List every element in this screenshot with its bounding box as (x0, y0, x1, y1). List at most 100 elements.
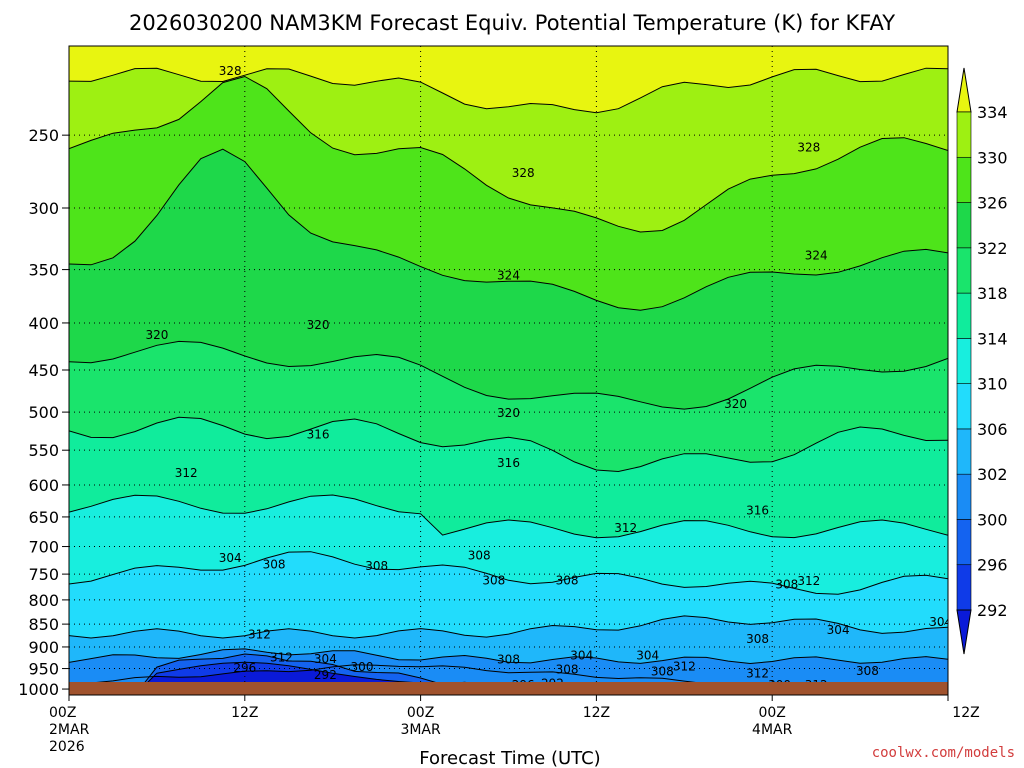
contour-label: 312 (614, 521, 637, 535)
contour-label: 328 (219, 64, 242, 78)
contour-label: 316 (746, 504, 769, 518)
colorbar-segment (956, 156, 972, 203)
contour-label: 308 (482, 573, 505, 587)
y-tick-label: 300 (28, 199, 59, 218)
colorbar-label: 300 (977, 510, 1008, 529)
contour-label: 304 (929, 615, 952, 629)
credit-text: coolwx.com/models (872, 745, 1015, 761)
colorbar-segment (956, 338, 972, 384)
contour-line (69, 416, 948, 473)
colorbar-label: 334 (977, 103, 1008, 122)
colorbar-label: 330 (977, 148, 1008, 167)
contour-line (69, 648, 948, 665)
colorbar-segment (956, 473, 972, 520)
colorbar-label: 322 (977, 239, 1008, 258)
colorbar-segment (956, 564, 972, 611)
y-tick-label: 600 (28, 476, 59, 495)
x-tick-label: 00Z (49, 705, 76, 721)
y-tick-label: 750 (28, 565, 59, 584)
y-tick-label: 400 (28, 314, 59, 333)
y-tick-label: 950 (28, 660, 59, 679)
x-tick-label: 2MAR (49, 722, 90, 738)
colorbar-segment (956, 428, 972, 475)
contour-line (69, 340, 948, 410)
contour-label: 312 (673, 659, 696, 673)
contour-line (69, 75, 948, 233)
contour-label: 308 (468, 549, 491, 563)
contour-label: 308 (556, 662, 579, 676)
colorbar-top-arrow (956, 67, 972, 113)
contour-label: 312 (746, 667, 769, 681)
x-tick-label: 3MAR (400, 722, 441, 738)
contour-label: 308 (651, 664, 674, 678)
contour-label: 312 (175, 466, 198, 480)
y-tick-label: 500 (28, 403, 59, 422)
contour-label: 308 (497, 653, 520, 667)
contour-label: 316 (497, 456, 520, 470)
colorbar-label: 314 (977, 329, 1008, 348)
colorbar-segment (956, 383, 972, 430)
contour-label: 328 (512, 166, 535, 180)
contour-label: 304 (827, 623, 850, 637)
colorbar-label: 302 (977, 465, 1008, 484)
contour-line (69, 615, 948, 639)
colorbar-segment (956, 247, 972, 294)
band-330 (69, 46, 948, 232)
plot-area: 3283283283243243203203203203163163163123… (69, 46, 952, 695)
contour-label: 304 (570, 649, 593, 663)
x-tick-label: 4MAR (752, 722, 793, 738)
colorbar-segment (956, 111, 972, 158)
contour-label: 296 (233, 661, 256, 675)
y-tick-label: 650 (28, 508, 59, 527)
y-tick-label: 700 (28, 538, 59, 557)
contour-label: 300 (351, 660, 374, 674)
colorbar-label: 318 (977, 284, 1008, 303)
colorbar-segment (956, 202, 972, 249)
y-tick-label: 800 (28, 591, 59, 610)
colorbar-bottom-arrow (956, 609, 972, 655)
y-tick-label: 550 (28, 441, 59, 460)
colorbar-label: 292 (977, 601, 1008, 620)
y-axis: 250 300 350 400 450 500 550 600 650 700 750 800 850 9… (18, 126, 69, 699)
grid-lines (69, 46, 948, 695)
contour-label: 308 (856, 664, 879, 678)
colorbar-label: 306 (977, 420, 1008, 439)
colorbar: 292 296 300 302 306 310 314 318 322 326 330 334 (956, 67, 1008, 655)
y-tick-label: 350 (28, 261, 59, 280)
colorbar-segment (956, 519, 972, 566)
colorbar-label: 326 (977, 194, 1008, 213)
color-bands (69, 46, 948, 695)
contour-label: 316 (307, 428, 330, 442)
y-tick-label: 450 (28, 361, 59, 380)
contour-label: 320 (307, 318, 330, 332)
ground-surface (69, 682, 948, 695)
colorbar-label: 296 (977, 556, 1008, 575)
contour-label: 320 (497, 406, 520, 420)
contour-label: 308 (365, 559, 388, 573)
contour-label: 308 (746, 632, 769, 646)
contour-label: 304 (219, 551, 242, 565)
contour-line (69, 494, 948, 539)
contour-label: 312 (270, 650, 293, 664)
contour-label: 324 (805, 249, 828, 263)
contour-label: 304 (636, 649, 659, 663)
x-axis-label: Forecast Time (UTC) (419, 748, 600, 768)
x-tick-label: 12Z (952, 705, 979, 721)
contour-label: 320 (724, 397, 747, 411)
band-334 (69, 46, 948, 113)
y-tick-label: 900 (28, 638, 59, 657)
contour-label: 320 (145, 328, 168, 342)
contour-label: 304 (314, 652, 337, 666)
colorbar-label: 310 (977, 375, 1008, 394)
contour-line (69, 67, 948, 114)
contour-line (69, 148, 948, 311)
contour-label: 308 (556, 573, 579, 587)
x-tick-label: 00Z (407, 705, 434, 721)
x-tick-label: 00Z (758, 705, 785, 721)
contour-label: 308 (263, 557, 286, 571)
colorbar-segment (956, 292, 972, 339)
contour-label: 308 (775, 578, 798, 592)
x-tick-label: 12Z (231, 705, 258, 721)
